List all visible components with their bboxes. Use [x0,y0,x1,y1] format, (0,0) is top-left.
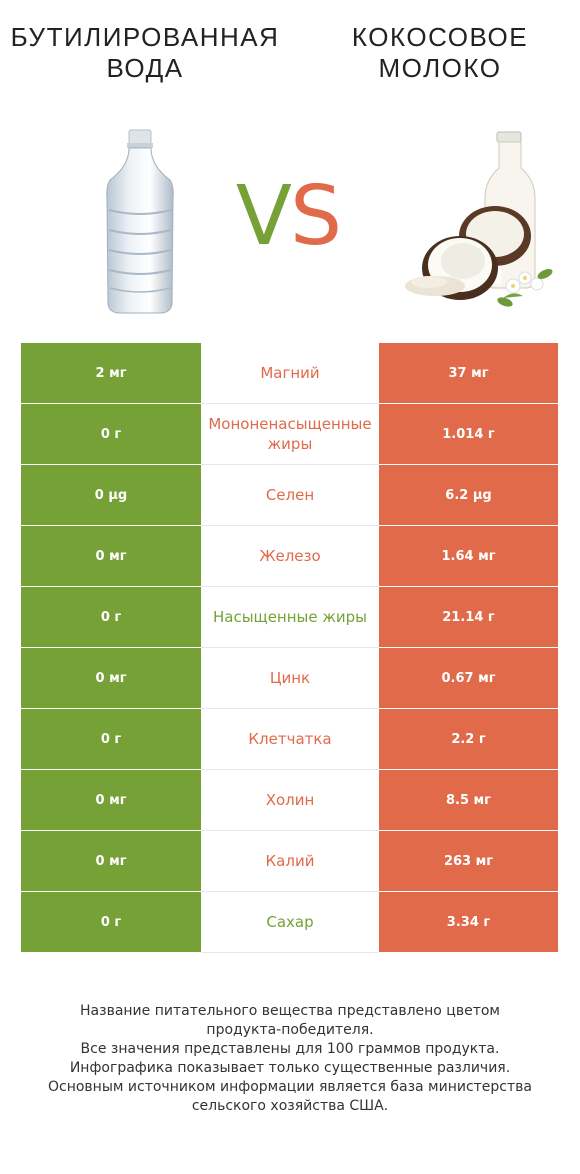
right-value: 3.34 г [379,892,558,952]
right-value: 263 мг [379,831,558,891]
nutrient-label: Сахар [201,892,379,952]
table-row: 2 мг Магний 37 мг [21,343,558,404]
coconut-milk-image [405,131,553,307]
left-value: 2 мг [21,343,201,403]
table-row: 0 мг Цинк 0.67 мг [21,648,558,709]
row-divider [201,830,379,831]
row-divider [201,525,379,526]
right-value: 1.014 г [379,404,558,464]
right-value: 1.64 мг [379,526,558,586]
right-value: 8.5 мг [379,770,558,830]
footer-notes: Название питательного вещества представл… [20,1002,560,1116]
nutrient-label: Железо [201,526,379,586]
nutrient-label: Клетчатка [201,709,379,769]
table-row: 0 г Мононенасыщенные жиры 1.014 г [21,404,558,465]
vs-letter-s: S [290,169,342,264]
table-row: 0 µg Селен 6.2 µg [21,465,558,526]
vs-label: VS [218,172,358,262]
comparison-table: 2 мг Магний 37 мг 0 г Мононенасыщенные жиры 1… [21,343,558,953]
footer-line: сельского хозяйства США. [191,1098,389,1114]
table-row: 0 мг Железо 1.64 мг [21,526,558,587]
footer-line: Инфографика показывает только существенн… [69,1060,511,1076]
right-value: 6.2 µg [379,465,558,525]
row-divider [201,403,379,404]
row-divider [201,647,379,648]
right-value: 21.14 г [379,587,558,647]
right-product-title: КОКОСОВОЕ МОЛОКО [351,22,529,83]
row-divider [201,952,379,953]
left-value: 0 г [21,709,201,769]
nutrient-label: Холин [201,770,379,830]
nutrient-label: Селен [201,465,379,525]
row-divider [201,708,379,709]
nutrient-label: Насыщенные жиры [201,587,379,647]
left-product-title: БУТИЛИРОВАННАЯ ВОДА [10,22,280,83]
table-row: 0 г Сахар 3.34 г [21,892,558,953]
table-row: 0 г Насыщенные жиры 21.14 г [21,587,558,648]
nutrient-label: Калий [201,831,379,891]
right-value: 37 мг [379,343,558,403]
left-value: 0 мг [21,648,201,708]
table-row: 0 мг Холин 8.5 мг [21,770,558,831]
footer-line: продукта-победителя. [206,1022,374,1038]
vs-letter-v: V [235,169,292,264]
left-value: 0 мг [21,770,201,830]
left-value: 0 г [21,404,201,464]
row-divider [201,769,379,770]
row-divider [201,586,379,587]
row-divider [201,891,379,892]
footer-line: Все значения представлены для 100 граммо… [80,1041,500,1057]
left-value: 0 мг [21,526,201,586]
nutrient-label: Мононенасыщенные жиры [201,404,379,464]
water-bottle-image [106,129,174,314]
table-row: 0 г Клетчатка 2.2 г [21,709,558,770]
row-divider [201,464,379,465]
footer-line: Название питательного вещества представл… [80,1003,500,1019]
nutrient-label: Магний [201,343,379,403]
left-value: 0 г [21,892,201,952]
left-value: 0 г [21,587,201,647]
nutrient-label: Цинк [201,648,379,708]
right-value: 2.2 г [379,709,558,769]
right-value: 0.67 мг [379,648,558,708]
left-value: 0 мг [21,831,201,891]
table-row: 0 мг Калий 263 мг [21,831,558,892]
footer-line: Основным источником информации является … [48,1079,532,1095]
left-value: 0 µg [21,465,201,525]
